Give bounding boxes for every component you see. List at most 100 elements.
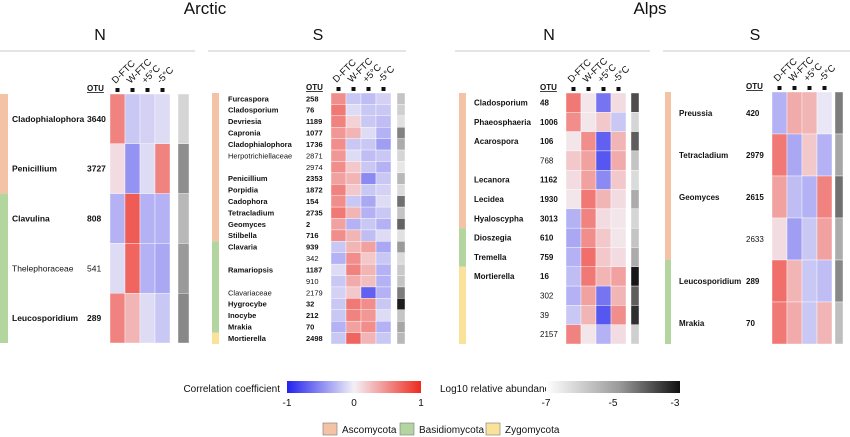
heatmap-cell: [124, 243, 141, 294]
phylum-strip: [0, 193, 8, 343]
heatmap-cell: [330, 206, 347, 219]
heatmap-cell: [139, 243, 156, 294]
taxon-label: Thelephoraceae: [12, 263, 74, 273]
heatmap-cell: [154, 143, 171, 194]
otu-label: 16: [540, 272, 549, 281]
heatmap-cell: [375, 218, 392, 231]
heatmap-cell: [124, 143, 141, 194]
heatmap-cell: [610, 227, 627, 248]
column-tick: [792, 86, 797, 90]
heatmap-cell: [345, 298, 362, 310]
heatmap-cell: [375, 263, 392, 276]
heatmap-cell: [595, 170, 612, 190]
taxon-label: Mortierella: [474, 272, 515, 281]
panel-title-alps-s: S: [750, 27, 761, 44]
heatmap-cell: [786, 133, 803, 177]
heatmap-cell: [580, 266, 597, 287]
heatmap-cell: [375, 332, 392, 345]
heatmap-cell: [345, 332, 362, 345]
heatmap-cell: [360, 149, 377, 162]
abundance-cell: [630, 266, 640, 287]
otu-label: 39: [540, 311, 549, 320]
taxon-label: Phaeosphaeria: [474, 118, 531, 127]
heatmap-cell: [816, 217, 833, 261]
taxon-label: Hyaloscypha: [474, 214, 524, 223]
otu-label: 1872: [306, 186, 323, 195]
heatmap-cell: [771, 217, 788, 261]
heatmap-cell: [330, 332, 347, 345]
otu-label: 1006: [540, 118, 558, 127]
abundance-cell: [834, 133, 844, 177]
heatmap-cell: [610, 150, 627, 171]
abundance-cell: [630, 324, 640, 345]
phylum-strip: [459, 93, 466, 229]
heatmap-cell: [786, 91, 803, 135]
abundance-cell: [396, 138, 406, 151]
heatmap-cell: [610, 208, 627, 229]
taxon-label: Herpotrichiellaceae: [228, 151, 292, 160]
heatmap-cell: [816, 91, 833, 135]
heatmap-cell: [360, 206, 377, 219]
taxon-label: Mortierella: [228, 334, 267, 343]
heatmap-cell: [139, 143, 156, 194]
heatmap-cell: [360, 241, 377, 253]
abundance-cell: [396, 263, 406, 276]
heatmap-cell: [801, 133, 818, 177]
heatmap-cell: [330, 138, 347, 151]
heatmap-cell: [375, 309, 392, 322]
heatmap-cell: [595, 208, 612, 229]
column-tick: [160, 88, 165, 92]
otu-label: 2871: [306, 151, 323, 160]
heatmap-cell: [360, 104, 377, 117]
heatmap-cell: [139, 293, 156, 344]
abundance-cell: [177, 193, 190, 244]
taxon-label: Penicillium: [12, 164, 57, 174]
heatmap-cell: [360, 184, 377, 196]
otu-label: 1189: [306, 117, 322, 126]
heatmap-cell: [330, 184, 347, 196]
abundance-cell: [177, 293, 190, 344]
heatmap-cell: [345, 218, 362, 231]
heatmap-cell: [610, 285, 627, 306]
otu-label: 106: [540, 137, 554, 146]
otu-label: 420: [746, 109, 760, 118]
heatmap-cell: [345, 320, 362, 333]
heatmap-cell: [565, 131, 582, 152]
otu-label: 1077: [306, 129, 323, 138]
otu-label: 302: [540, 292, 554, 301]
heatmap-cell: [595, 305, 612, 325]
abundance-cell: [630, 285, 640, 306]
heatmap-cell: [124, 293, 141, 344]
heatmap-cell: [580, 189, 597, 210]
taxon-label: Tetracladium: [679, 151, 728, 160]
heatmap-cell: [330, 229, 347, 242]
otu-label: 2974: [306, 163, 323, 172]
taxon-label: Tremella: [474, 253, 507, 262]
heatmap-cell: [375, 149, 392, 162]
abundance-cell: [396, 332, 406, 345]
heatmap-cell: [330, 320, 347, 333]
heatmap-cell: [330, 298, 347, 310]
heatmap-cell: [360, 309, 377, 322]
abundance-cell: [177, 143, 190, 194]
taxon-label: Leucosporidium: [12, 313, 79, 323]
heatmap-cell: [345, 229, 362, 242]
abundance-cell: [396, 275, 406, 288]
heatmap-cell: [345, 104, 362, 117]
heatmap-cell: [124, 193, 141, 244]
column-tick: [571, 87, 576, 91]
heatmap-cell: [610, 112, 627, 132]
otu-label: 541: [87, 263, 101, 273]
correlation-colorbar: [287, 381, 421, 393]
heatmap-cell: [375, 127, 392, 139]
taxon-label: Cladosporium: [474, 98, 528, 107]
heatmap-cell: [330, 115, 347, 128]
heatmap-cell: [375, 286, 392, 299]
heatmap-cell: [360, 172, 377, 185]
taxon-label: Stilbella: [228, 231, 258, 240]
heatmap-cell: [610, 324, 627, 345]
otu-label: 70: [746, 319, 755, 328]
heatmap-cell: [360, 161, 377, 174]
